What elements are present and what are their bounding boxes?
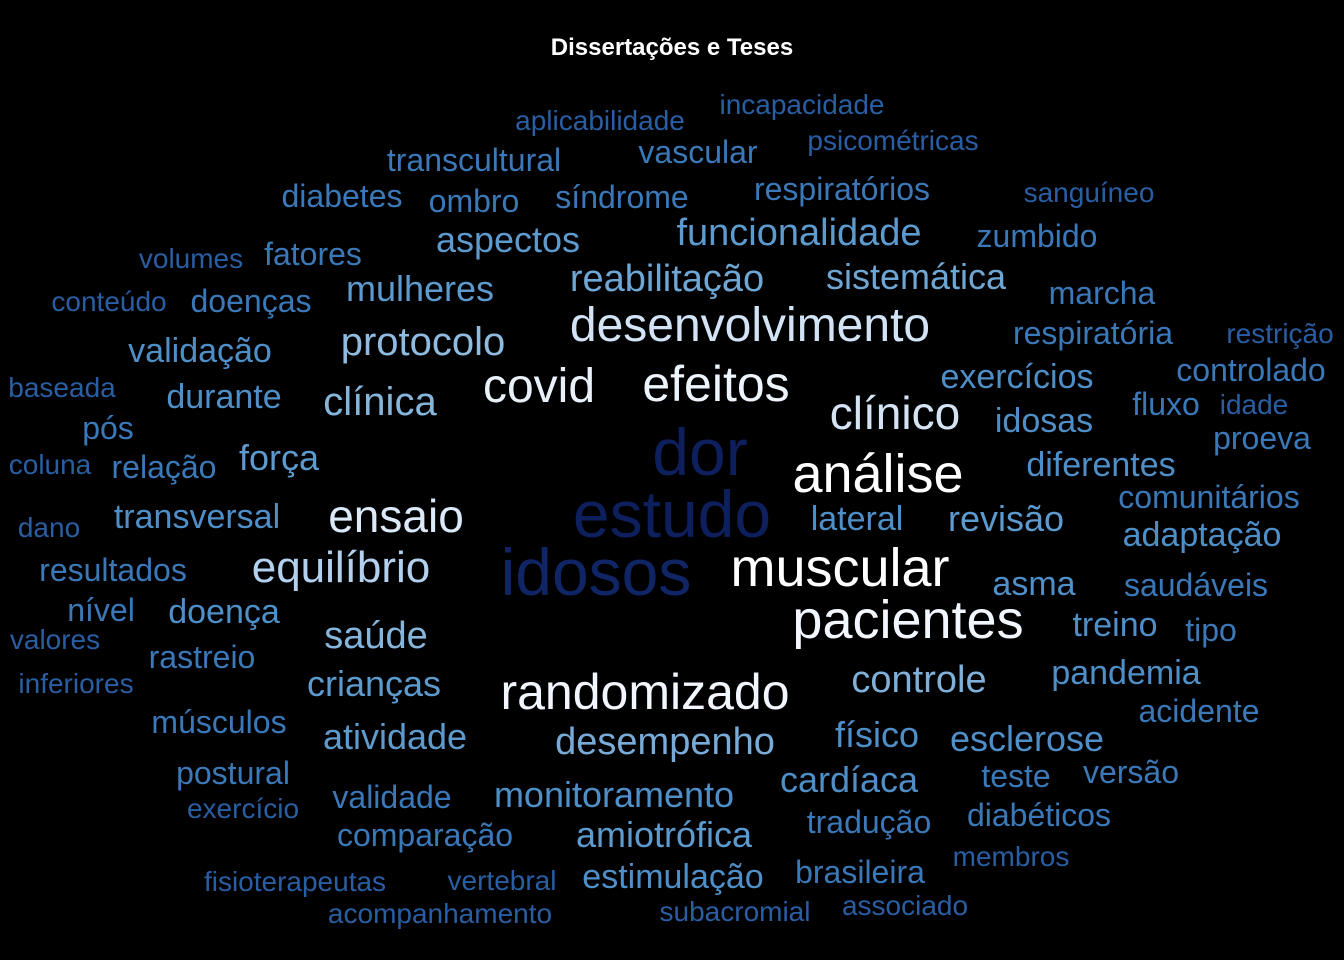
word-23: amiotrófica: [575, 814, 753, 855]
word-30: físico: [834, 714, 920, 755]
word-3: análise: [792, 444, 964, 504]
word-86: coluna: [8, 449, 92, 480]
word-34: lateral: [810, 500, 904, 538]
word-65: tipo: [1185, 612, 1237, 648]
word-19: sistemática: [825, 256, 1007, 297]
word-38: durante: [166, 378, 282, 416]
word-68: músculos: [151, 704, 287, 740]
word-32: exercícios: [940, 358, 1094, 396]
word-22: mulheres: [345, 268, 495, 309]
word-73: comparação: [336, 817, 514, 853]
word-17: desempenho: [555, 721, 775, 763]
word-5: pacientes: [792, 590, 1024, 650]
word-20: funcionalidade: [676, 212, 922, 254]
word-77: aplicabilidade: [515, 105, 685, 136]
word-87: dano: [17, 512, 81, 543]
word-14: clínica: [323, 380, 437, 424]
word-2: idosos: [500, 535, 692, 609]
word-79: psicométricas: [807, 125, 979, 156]
word-16: controle: [851, 659, 987, 701]
chart-title: Dissertações e Teses: [550, 34, 794, 61]
word-36: pandemia: [1051, 654, 1201, 692]
word-39: idosas: [994, 402, 1094, 440]
word-70: teste: [981, 758, 1051, 794]
word-92: fisioterapeutas: [203, 866, 387, 897]
word-35: adaptação: [1122, 516, 1282, 554]
word-24: revisão: [947, 498, 1065, 539]
word-88: valores: [9, 624, 101, 655]
word-43: doença: [168, 593, 280, 631]
word-89: inferiores: [18, 668, 134, 699]
word-45: transcultural: [386, 142, 562, 178]
word-33: diferentes: [1026, 446, 1176, 484]
word-49: diabetes: [281, 178, 403, 214]
word-15: saúde: [324, 615, 428, 657]
word-54: doenças: [190, 283, 312, 319]
word-67: acidente: [1138, 693, 1260, 729]
word-64: nível: [67, 592, 135, 628]
word-60: relação: [111, 449, 217, 485]
word-93: vertebral: [447, 865, 557, 896]
word-51: zumbido: [976, 218, 1098, 254]
word-8: desenvolvimento: [569, 299, 931, 352]
word-50: ombro: [428, 183, 520, 219]
word-4: muscular: [730, 538, 950, 598]
word-9: covid: [482, 360, 596, 413]
word-57: fluxo: [1132, 386, 1200, 422]
word-76: brasileira: [795, 854, 925, 890]
word-59: proeva: [1213, 420, 1311, 456]
word-56: controlado: [1176, 352, 1326, 388]
word-6: randomizado: [500, 664, 790, 720]
word-74: tradução: [806, 804, 932, 840]
word-63: saudáveis: [1123, 567, 1269, 603]
word-47: síndrome: [555, 179, 689, 215]
word-72: validade: [332, 779, 452, 815]
word-52: fatores: [264, 236, 362, 272]
word-82: conteúdo: [51, 286, 167, 317]
word-62: resultados: [39, 552, 187, 588]
word-10: clínico: [829, 387, 961, 439]
word-58: pós: [82, 410, 134, 446]
word-25: força: [238, 437, 320, 478]
word-75: diabéticos: [966, 797, 1112, 833]
word-78: incapacidade: [719, 89, 885, 120]
word-55: respiratória: [1012, 315, 1174, 351]
word-37: validação: [128, 332, 272, 370]
word-0: dor: [652, 415, 748, 489]
word-13: protocolo: [340, 320, 506, 364]
word-71: versão: [1082, 754, 1180, 790]
word-84: baseada: [8, 372, 116, 403]
word-48: respiratórios: [753, 171, 931, 207]
word-53: marcha: [1048, 275, 1156, 311]
word-18: reabilitação: [569, 258, 765, 300]
word-41: treino: [1072, 606, 1158, 644]
word-21: aspectos: [435, 219, 581, 260]
word-61: comunitários: [1118, 479, 1300, 515]
word-11: ensaio: [328, 490, 464, 542]
word-85: idade: [1219, 389, 1289, 420]
word-46: vascular: [638, 134, 758, 170]
word-7: efeitos: [642, 356, 790, 412]
word-12: equilíbrio: [251, 543, 431, 592]
word-26: crianças: [306, 663, 442, 704]
word-81: volumes: [138, 243, 244, 274]
word-31: esclerose: [949, 718, 1105, 759]
word-28: monitoramento: [493, 774, 735, 815]
word-29: cardíaca: [779, 759, 919, 800]
word-96: associado: [841, 890, 969, 921]
word-27: atividade: [322, 716, 468, 757]
word-94: acompanhamento: [327, 898, 553, 929]
word-42: transversal: [113, 498, 281, 536]
word-44: estimulação: [582, 858, 764, 896]
word-40: asma: [992, 565, 1076, 603]
word-83: restrição: [1226, 318, 1334, 349]
word-1: estudo: [572, 477, 772, 551]
word-80: sanguíneo: [1023, 177, 1155, 208]
word-66: rastreio: [148, 639, 256, 675]
word-90: exercício: [186, 793, 300, 824]
word-69: postural: [176, 755, 290, 791]
word-91: membros: [952, 841, 1070, 872]
word-95: subacromial: [659, 896, 811, 927]
